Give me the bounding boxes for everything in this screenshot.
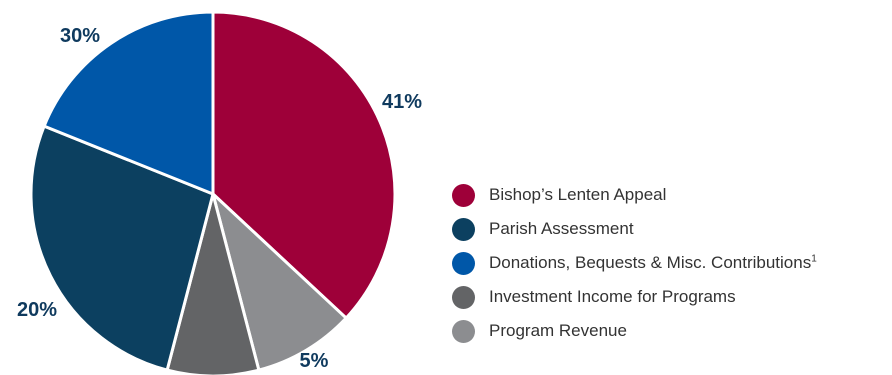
pie-chart: 41% 30% 20% 5% (0, 0, 440, 375)
slice-label-5: 5% (300, 350, 329, 372)
legend-label-bishops-lenten-appeal: Bishop’s Lenten Appeal (489, 185, 666, 205)
legend-item-bishops-lenten-appeal: Bishop’s Lenten Appeal (452, 178, 817, 212)
slice-label-41: 41% (382, 91, 422, 113)
legend-label-parish-assessment: Parish Assessment (489, 219, 634, 239)
chart-legend: Bishop’s Lenten Appeal Parish Assessment… (452, 178, 817, 348)
legend-item-parish-assessment: Parish Assessment (452, 212, 817, 246)
legend-label-investment-income: Investment Income for Programs (489, 287, 736, 307)
legend-swatch-bishops-lenten-appeal (452, 184, 475, 207)
slice-label-20: 20% (17, 299, 57, 321)
legend-label-program-revenue: Program Revenue (489, 321, 627, 341)
legend-item-program-revenue: Program Revenue (452, 314, 817, 348)
legend-swatch-parish-assessment (452, 218, 475, 241)
slice-label-30: 30% (60, 25, 100, 47)
legend-swatch-program-revenue (452, 320, 475, 343)
legend-item-donations-bequests: Donations, Bequests & Misc. Contribution… (452, 246, 817, 280)
legend-item-investment-income: Investment Income for Programs (452, 280, 817, 314)
legend-label-donations-bequests: Donations, Bequests & Misc. Contribution… (489, 253, 817, 273)
legend-swatch-investment-income (452, 286, 475, 309)
legend-swatch-donations-bequests (452, 252, 475, 275)
